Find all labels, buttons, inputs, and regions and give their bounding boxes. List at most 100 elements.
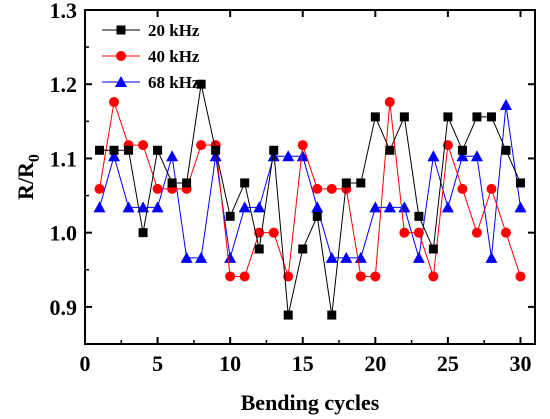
data-point-40-khz bbox=[370, 271, 381, 282]
data-point-40-khz bbox=[94, 183, 105, 194]
data-point-20-khz bbox=[385, 145, 395, 155]
series-line-40-khz bbox=[99, 101, 521, 277]
data-point-20-khz bbox=[298, 244, 308, 254]
data-point-20-khz bbox=[254, 244, 264, 254]
y-axis-title-subscript: 0 bbox=[26, 154, 43, 162]
data-point-40-khz bbox=[109, 97, 120, 108]
x-tick-label: 15 bbox=[292, 351, 314, 376]
data-point-20-khz bbox=[443, 112, 453, 122]
data-point-68-khz bbox=[93, 201, 106, 213]
data-point-68-khz bbox=[180, 251, 193, 263]
data-point-40-khz bbox=[297, 140, 308, 151]
data-point-40-khz bbox=[355, 271, 366, 282]
data-point-68-khz bbox=[470, 150, 483, 162]
series-line-68-khz bbox=[99, 104, 521, 259]
data-point-20-khz bbox=[240, 178, 250, 188]
data-point-68-khz bbox=[311, 201, 324, 213]
data-point-40-khz bbox=[239, 271, 250, 282]
data-point-40-khz bbox=[283, 271, 294, 282]
x-tick-label: 20 bbox=[364, 351, 386, 376]
y-tick-label: 1.0 bbox=[50, 221, 78, 246]
legend-marker bbox=[116, 51, 126, 61]
data-point-20-khz bbox=[457, 145, 467, 155]
legend-label: 68 kHz bbox=[148, 73, 200, 92]
series-40-khz bbox=[94, 97, 526, 282]
data-point-68-khz bbox=[325, 251, 338, 263]
data-point-20-khz bbox=[428, 244, 438, 254]
data-point-68-khz bbox=[485, 251, 498, 263]
data-point-68-khz bbox=[253, 201, 266, 213]
legend-marker bbox=[116, 25, 126, 35]
legend-label: 40 kHz bbox=[148, 47, 200, 66]
x-tick-label: 10 bbox=[219, 351, 241, 376]
x-tick-label: 25 bbox=[437, 351, 459, 376]
data-point-20-khz bbox=[95, 145, 105, 155]
data-point-20-khz bbox=[341, 178, 351, 188]
data-point-20-khz bbox=[211, 145, 221, 155]
data-point-40-khz bbox=[384, 97, 395, 108]
data-point-20-khz bbox=[283, 310, 293, 320]
data-point-68-khz bbox=[296, 150, 309, 162]
data-point-40-khz bbox=[326, 183, 337, 194]
data-point-20-khz bbox=[414, 211, 424, 221]
x-tick-label: 30 bbox=[509, 351, 531, 376]
data-point-68-khz bbox=[456, 150, 469, 162]
plot-frame bbox=[84, 9, 536, 345]
data-point-68-khz bbox=[166, 150, 179, 162]
data-point-68-khz bbox=[209, 150, 222, 162]
data-point-40-khz bbox=[515, 271, 526, 282]
y-axis-title: R/R0 bbox=[13, 154, 43, 200]
legend: 20 kHz 40 kHz 68 kHz bbox=[102, 21, 200, 92]
data-point-40-khz bbox=[268, 227, 279, 238]
data-point-40-khz bbox=[225, 271, 236, 282]
data-point-20-khz bbox=[225, 211, 235, 221]
data-point-20-khz bbox=[486, 112, 496, 122]
series-line-20-khz bbox=[99, 84, 521, 316]
data-point-68-khz bbox=[514, 201, 527, 213]
data-point-68-khz bbox=[195, 251, 208, 263]
data-point-20-khz bbox=[109, 145, 119, 155]
data-point-40-khz bbox=[428, 271, 439, 282]
data-point-40-khz bbox=[413, 227, 424, 238]
data-point-20-khz bbox=[124, 145, 134, 155]
data-point-68-khz bbox=[340, 251, 353, 263]
data-point-40-khz bbox=[152, 183, 163, 194]
data-point-68-khz bbox=[108, 150, 121, 162]
data-point-40-khz bbox=[312, 183, 323, 194]
data-point-20-khz bbox=[472, 112, 482, 122]
data-point-40-khz bbox=[457, 183, 468, 194]
data-point-40-khz bbox=[138, 140, 149, 151]
x-axis-title: Bending cycles bbox=[241, 390, 380, 415]
x-tick-label: 0 bbox=[80, 351, 91, 376]
data-point-68-khz bbox=[499, 99, 512, 111]
data-point-20-khz bbox=[356, 178, 366, 188]
x-tick-label: 5 bbox=[152, 351, 163, 376]
data-point-68-khz bbox=[427, 150, 440, 162]
series-20-khz bbox=[95, 79, 525, 320]
data-point-68-khz bbox=[137, 201, 150, 213]
data-point-20-khz bbox=[399, 112, 409, 122]
data-point-20-khz bbox=[327, 310, 337, 320]
series-68-khz bbox=[93, 99, 527, 263]
data-point-20-khz bbox=[515, 178, 525, 188]
data-point-20-khz bbox=[269, 145, 279, 155]
data-point-40-khz bbox=[196, 140, 207, 151]
data-point-40-khz bbox=[471, 227, 482, 238]
data-point-68-khz bbox=[151, 201, 164, 213]
data-point-68-khz bbox=[282, 150, 295, 162]
data-point-20-khz bbox=[153, 145, 163, 155]
data-point-20-khz bbox=[196, 79, 206, 89]
data-point-20-khz bbox=[138, 228, 148, 238]
legend-item-68-khz: 68 kHz bbox=[102, 73, 200, 92]
data-point-68-khz bbox=[224, 251, 237, 263]
series-layer bbox=[93, 79, 527, 320]
data-point-40-khz bbox=[500, 227, 511, 238]
data-point-20-khz bbox=[312, 211, 322, 221]
y-tick-label: 1.1 bbox=[50, 146, 78, 171]
data-point-20-khz bbox=[370, 112, 380, 122]
legend-item-40-khz: 40 kHz bbox=[102, 47, 200, 66]
data-point-20-khz bbox=[167, 178, 177, 188]
y-tick-label: 0.9 bbox=[50, 295, 78, 320]
data-point-68-khz bbox=[412, 251, 425, 263]
data-point-68-khz bbox=[383, 201, 396, 213]
